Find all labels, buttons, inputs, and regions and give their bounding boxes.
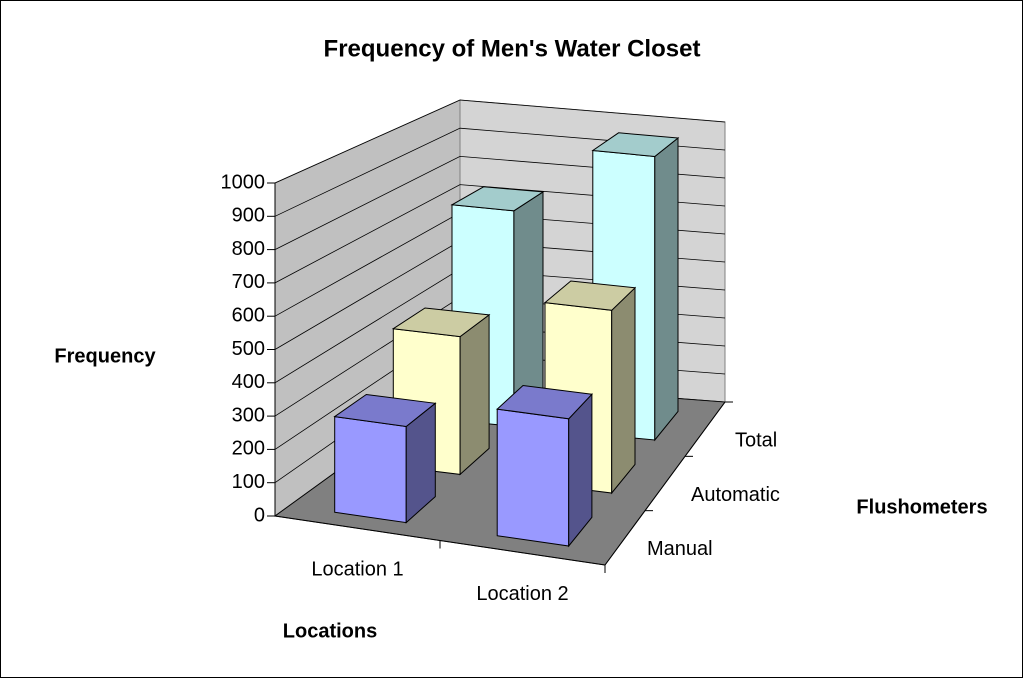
bar-top [543,280,637,311]
y-tick-label: 500 [232,338,265,360]
z-tick-label: Automatic [691,484,780,506]
z-axis [604,401,726,566]
y-tick-label: 400 [232,371,265,393]
bar-top [591,132,680,158]
bar-top [496,384,593,420]
bar-top [333,393,437,428]
y-tick-label: 800 [232,238,265,260]
y-tick-label: 300 [232,404,265,426]
bar-top [391,307,491,338]
bar-side [459,313,490,476]
y-axis-title: Frequency [54,345,156,367]
x-axis-title: Locations [283,620,377,642]
bar-front [496,408,570,547]
chart-title: Frequency of Men's Water Closet [324,35,701,62]
z-tick-label: Total [735,429,777,451]
z-axis-title: Flushometers [856,496,987,518]
y-tick-label: 1000 [221,171,266,193]
x-tick-label: Location 2 [476,583,568,605]
y-tick-label: 600 [232,304,265,326]
y-tick-label: 200 [232,438,265,460]
y-tick-label: 0 [254,504,265,526]
grid-line [274,99,726,184]
y-tick-label: 700 [232,271,265,293]
y-tick-label: 900 [232,205,265,227]
bar-top [450,186,545,212]
bar-side [654,136,679,442]
z-tick-label: Manual [647,538,713,560]
bar-front [334,416,407,524]
x-tick-label: Location 1 [311,559,403,581]
bar-side [611,286,636,495]
y-tick-label: 100 [232,471,265,493]
